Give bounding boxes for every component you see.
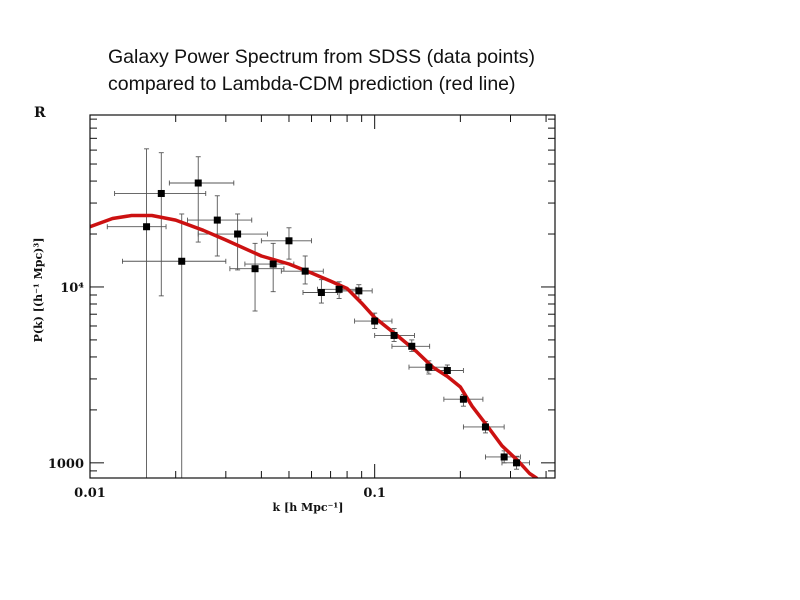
data-point-marker (251, 265, 259, 273)
data-point-marker (425, 363, 433, 371)
slide-title: Galaxy Power Spectrum from SDSS (data po… (108, 44, 535, 98)
data-point-marker (371, 317, 379, 325)
clipped-corner-text: R (34, 105, 46, 121)
data-point-marker (390, 331, 398, 339)
axis-labels: 0.01 0.1 1000 10⁴ (48, 281, 386, 501)
data-point (114, 152, 207, 297)
data-point-marker (443, 366, 451, 374)
data-point-marker (335, 285, 343, 293)
data-point-marker (481, 423, 489, 431)
x-tick-label: 0.1 (363, 486, 386, 501)
data-point-marker (301, 267, 309, 275)
y-axis-label: P(k) [(h⁻¹ Mpc)³] (32, 238, 45, 343)
data-point-marker (355, 287, 363, 295)
y-tick-label: 10⁴ (60, 281, 84, 296)
data-point-marker (317, 289, 325, 297)
plot-frame (89, 114, 556, 479)
data-point-marker (178, 257, 186, 265)
data-point-marker (157, 189, 165, 197)
data-point-marker (500, 453, 508, 461)
plot-area (90, 148, 539, 478)
data-point (106, 148, 167, 478)
data-point-marker (234, 230, 242, 238)
data-point-marker (194, 179, 202, 187)
lambda-cdm-model-line (90, 213, 539, 478)
x-tick-label: 0.01 (74, 486, 106, 501)
slide-title-line-1: Galaxy Power Spectrum from SDSS (data po… (108, 46, 535, 68)
data-point (121, 213, 227, 478)
y-tick-label: 1000 (48, 457, 84, 472)
slide-title-line-2: compared to Lambda-CDM prediction (red l… (108, 73, 516, 95)
x-axis-label: k [h Mpc⁻¹] (273, 501, 344, 514)
data-point-marker (213, 216, 221, 224)
data-point-marker (269, 260, 277, 268)
data-point-marker (513, 459, 521, 467)
data-point-marker (408, 342, 416, 350)
data-point-marker (459, 395, 467, 403)
data-point-marker (285, 237, 293, 245)
data-point-marker (143, 223, 151, 231)
